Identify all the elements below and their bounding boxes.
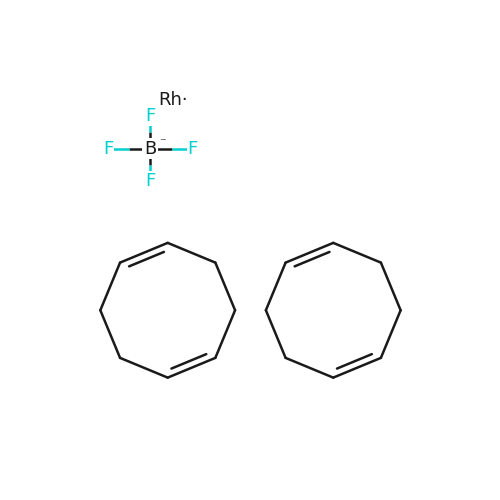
Text: ⁻: ⁻ (159, 136, 166, 149)
Text: B: B (144, 140, 156, 158)
Text: F: F (188, 140, 198, 158)
Text: F: F (145, 172, 156, 190)
Text: F: F (145, 107, 156, 125)
Text: F: F (103, 140, 113, 158)
Text: Rh·: Rh· (158, 92, 188, 110)
